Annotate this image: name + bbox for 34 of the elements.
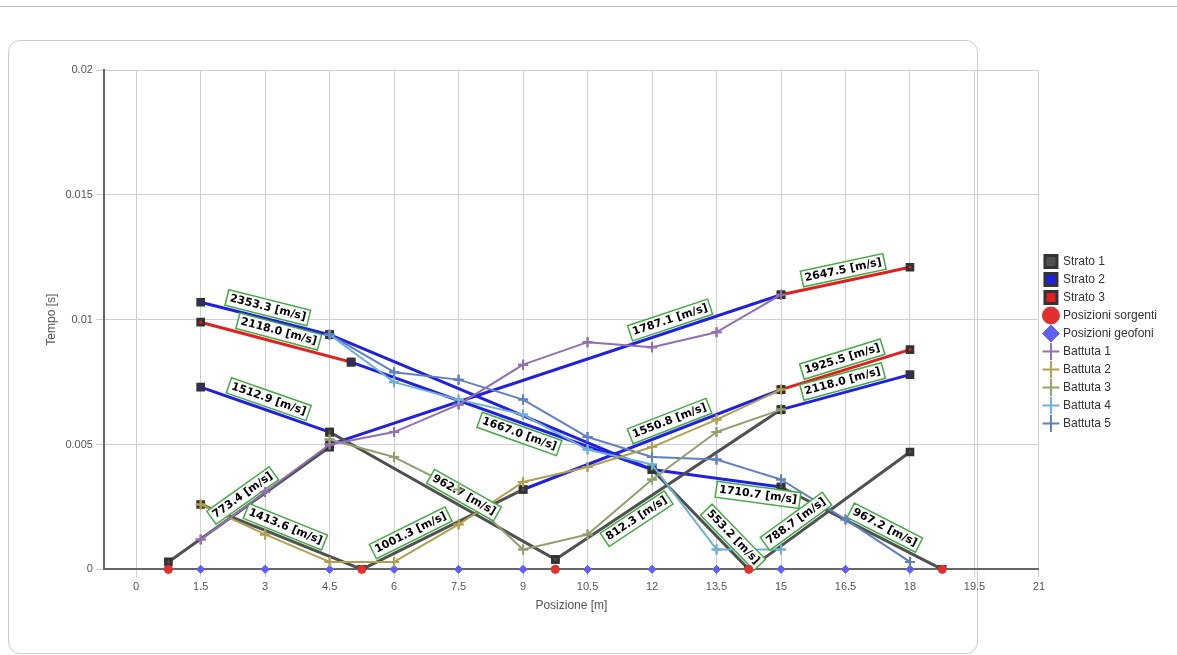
legend-label: Strato 1 (1062, 253, 1106, 268)
x-tick-label: 9 (520, 580, 527, 593)
y-tick-label: 0.005 (65, 437, 93, 450)
legend-label: Strato 3 (1062, 289, 1106, 304)
annotation: 1710.7 [m/s] (718, 482, 798, 506)
legend-label: Battuta 4 (1062, 397, 1112, 412)
legend-label: Battuta 2 (1062, 361, 1112, 376)
y-tick-label: 0 (86, 562, 93, 575)
x-tick-label: 19.5 (963, 580, 986, 593)
x-tick-label: 12 (645, 580, 659, 593)
annotation: 2647.5 [m/s] (803, 255, 883, 285)
x-tick-label: 3 (262, 580, 269, 593)
x-axis-title: Posizione [m] (535, 598, 608, 613)
x-tick-label: 4.5 (321, 580, 338, 593)
legend-label: Strato 2 (1062, 271, 1106, 286)
legend-label: Battuta 3 (1062, 379, 1112, 394)
legend-label: Battuta 5 (1062, 415, 1112, 430)
x-tick-label: 13.5 (705, 580, 728, 593)
y-axis-title: Tempo [s] (43, 293, 58, 346)
x-tick-label: 0 (133, 580, 140, 593)
x-tick-label: 18 (903, 580, 917, 593)
legend-label: Battuta 1 (1062, 343, 1112, 358)
x-tick-label: 1.5 (193, 580, 209, 593)
y-tick-label: 0.02 (71, 63, 93, 76)
x-tick-label: 7.5 (450, 580, 467, 593)
x-tick-label: 10.5 (576, 580, 599, 593)
legend-label: Posizioni sorgenti (1062, 307, 1158, 322)
x-tick-label: 15 (774, 580, 788, 593)
x-tick-label: 16.5 (834, 580, 857, 593)
x-tick-label: 6 (391, 580, 398, 593)
y-tick-label: 0.01 (71, 312, 93, 325)
y-tick-label: 0.015 (65, 187, 93, 200)
x-tick-label: 21 (1032, 580, 1046, 593)
legend-label: Posizioni geofoni (1062, 325, 1154, 340)
